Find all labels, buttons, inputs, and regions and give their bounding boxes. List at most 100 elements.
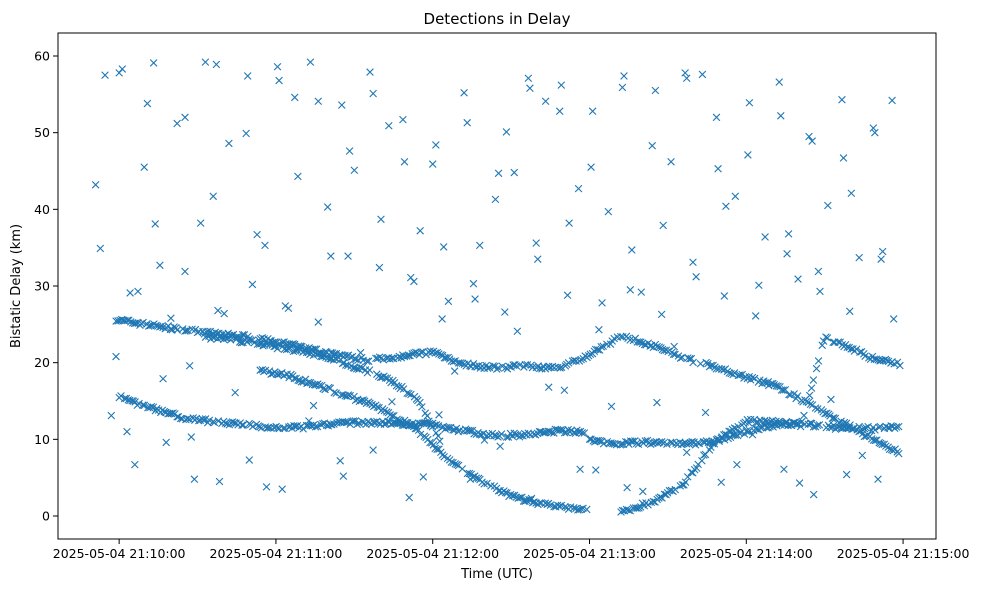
detection-point-1301 <box>248 280 257 289</box>
detection-point-1303 <box>314 318 323 326</box>
detection-point-1296 <box>874 475 882 483</box>
detection-point-906 <box>208 333 217 342</box>
detection-point-1289 <box>653 398 661 407</box>
detection-point-1201 <box>450 367 459 375</box>
detection-point-375 <box>894 449 903 458</box>
detection-point-966 <box>333 355 341 364</box>
detection-point-1179 <box>220 309 228 318</box>
detection-point-596 <box>557 426 565 434</box>
detection-point-631 <box>297 377 306 386</box>
detection-point-1198 <box>419 473 428 481</box>
detection-point-236 <box>599 342 607 351</box>
detection-point-169 <box>458 359 467 368</box>
detection-point-929 <box>259 342 267 350</box>
detection-point-1251 <box>290 93 299 102</box>
detection-point-1304 <box>344 252 352 260</box>
detection-point-1189 <box>327 252 335 260</box>
detection-point-1212 <box>565 219 573 227</box>
detection-point-1343 <box>776 112 785 120</box>
detection-point-1256 <box>444 297 453 306</box>
detection-point-1266 <box>761 233 769 241</box>
detection-point-1291 <box>717 478 725 487</box>
detection-point-1264 <box>698 70 707 79</box>
detection-point-1325 <box>212 60 221 69</box>
detection-point-1190 <box>336 457 345 465</box>
detection-point-1191 <box>345 147 354 155</box>
detection-point-1053 <box>663 440 671 449</box>
detection-point-936 <box>273 344 282 353</box>
detection-point-296 <box>738 370 746 379</box>
detection-point-1299 <box>185 361 194 370</box>
detection-point-804 <box>683 473 692 481</box>
detection-point-869 <box>826 423 834 432</box>
detection-point-1262 <box>637 288 646 296</box>
detection-point-205 <box>535 364 544 373</box>
detection-point-1121 <box>798 417 806 426</box>
detection-point-446 <box>263 424 271 432</box>
detection-point-1173 <box>162 438 170 447</box>
detection-point-1334 <box>494 169 503 178</box>
detection-point-1200 <box>439 243 448 251</box>
detection-point-932 <box>266 340 274 348</box>
detection-point-566 <box>497 430 506 438</box>
detection-point-235 <box>597 342 606 351</box>
x-tick-label-2: 2025-05-04 21:12:00 <box>366 546 499 561</box>
detection-point-1250 <box>261 241 269 250</box>
detection-point-770 <box>582 505 591 514</box>
x-tick-label-4: 2025-05-04 21:14:00 <box>680 546 813 561</box>
detection-point-432 <box>230 418 239 427</box>
detection-point-32 <box>172 324 180 332</box>
detection-point-1327 <box>275 76 283 85</box>
detection-point-1279 <box>339 472 348 480</box>
detection-point-1180 <box>231 388 239 397</box>
detection-point-893 <box>876 422 885 431</box>
detection-point-127 <box>375 353 384 361</box>
detection-point-810 <box>698 456 706 465</box>
detection-point-1171 <box>143 99 152 108</box>
detection-point-1128 <box>818 341 826 350</box>
detection-point-1209 <box>533 255 542 263</box>
detection-point-1306 <box>406 273 415 282</box>
detection-point-119 <box>352 355 360 364</box>
detection-point-887 <box>862 424 870 432</box>
detection-point-1123 <box>805 391 814 400</box>
y-tick-label-2: 20 <box>34 355 50 370</box>
chart-title: Detections in Delay <box>424 10 571 28</box>
detection-point-302 <box>748 373 757 382</box>
detection-point-472 <box>319 419 327 428</box>
detection-point-1217 <box>618 83 627 92</box>
detection-point-1323 <box>149 59 158 67</box>
detection-point-1240 <box>858 451 867 460</box>
detection-point-1258 <box>510 168 519 177</box>
detection-point-1010 <box>428 422 437 431</box>
detection-point-458 <box>290 422 298 430</box>
detection-point-1265 <box>731 192 740 201</box>
detection-point-1004 <box>416 398 424 407</box>
detection-point-1329 <box>337 101 346 109</box>
detection-point-369 <box>884 443 893 451</box>
detection-point-1267 <box>794 275 802 283</box>
detection-point-295 <box>736 371 744 379</box>
detection-point-1286 <box>560 386 569 395</box>
detection-point-1242 <box>878 247 887 256</box>
detection-point-249 <box>633 338 642 346</box>
detection-point-955 <box>313 349 322 358</box>
detection-point-201 <box>527 361 535 369</box>
detection-point-760 <box>561 503 569 511</box>
detection-point-1227 <box>722 202 730 211</box>
detection-point-1206 <box>502 128 511 136</box>
detection-point-690 <box>414 426 423 434</box>
detection-point-943 <box>291 347 300 355</box>
detection-point-1273 <box>159 374 167 383</box>
detection-point-1014 <box>585 435 594 443</box>
detection-point-1249 <box>225 139 233 148</box>
detection-point-1213 <box>576 465 584 474</box>
detection-point-1075 <box>708 437 716 445</box>
detection-point-682 <box>400 416 409 425</box>
detection-point-1333 <box>463 118 471 127</box>
detection-point-866 <box>815 421 824 429</box>
x-tick-label-1: 2025-05-04 21:11:00 <box>210 546 343 561</box>
detection-point-366 <box>878 440 887 449</box>
detection-point-1332 <box>432 141 440 149</box>
detection-point-1012 <box>434 432 442 440</box>
